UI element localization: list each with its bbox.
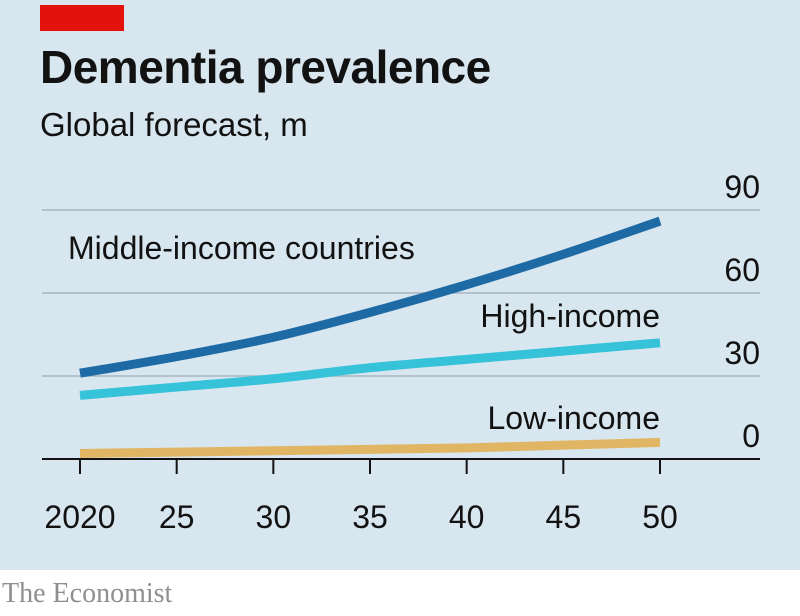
series-label-high-income: High-income — [480, 298, 660, 334]
line-chart: 0 30 60 90 2020 25 30 35 40 45 50 Middle-income c… — [42, 169, 760, 535]
gridlines — [42, 209, 760, 377]
x-tick-label-2050: 50 — [642, 499, 678, 535]
series-lines — [79, 216, 662, 458]
y-tick-label-60: 60 — [724, 252, 760, 288]
y-tick-label-0: 0 — [742, 418, 760, 454]
x-tick-labels: 2020 25 30 35 40 45 50 — [44, 499, 677, 535]
x-tick-label-2035: 35 — [352, 499, 388, 535]
series-line-high-income — [79, 338, 661, 400]
series-label-low-income: Low-income — [487, 400, 660, 436]
series-line-low-income — [79, 437, 661, 458]
accent-tag — [40, 5, 124, 31]
x-axis — [42, 458, 760, 474]
x-tick-label-2030: 30 — [256, 499, 292, 535]
source-credit: The Economist — [2, 578, 173, 609]
series-label-middle-income: Middle-income countries — [68, 230, 415, 266]
chart-title: Dementia prevalence — [40, 41, 491, 93]
series-line-middle-income — [79, 216, 662, 378]
y-tick-label-30: 30 — [724, 335, 760, 371]
x-tick-label-2045: 45 — [546, 499, 582, 535]
series-labels: Middle-income countries High-income Low-in… — [68, 230, 660, 436]
y-tick-labels: 0 30 60 90 — [724, 169, 760, 454]
chart-subtitle: Global forecast, m — [40, 106, 308, 143]
y-tick-label-90: 90 — [724, 169, 760, 205]
chart-panel — [0, 0, 800, 570]
x-tick-label-2020: 2020 — [44, 499, 115, 535]
x-tick-label-2025: 25 — [159, 499, 195, 535]
x-tick-label-2040: 40 — [449, 499, 485, 535]
